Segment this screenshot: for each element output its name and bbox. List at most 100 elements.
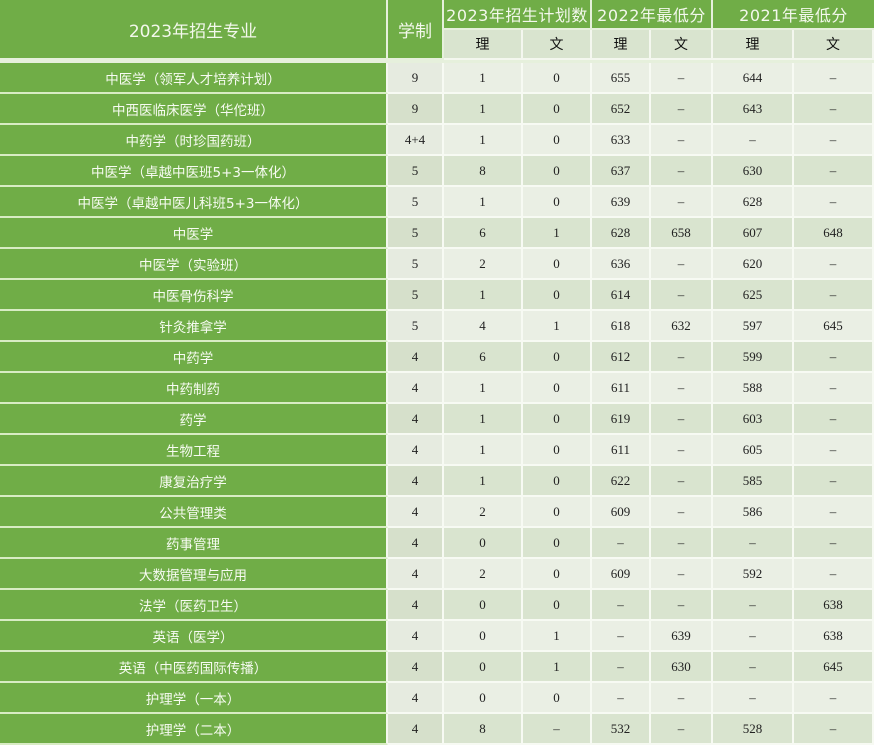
plan-li-value: 0 [444,683,523,714]
score-2021-wen-value: – [794,435,874,466]
plan-li-value: 1 [444,94,523,125]
subheader-plan-li: 理 [444,30,523,60]
major-name: 英语（中医药国际传播） [0,652,388,683]
major-name: 中药制药 [0,373,388,404]
major-name: 中药学 [0,342,388,373]
plan-li-value: 0 [444,621,523,652]
duration-value: 5 [388,311,444,342]
score-2022-li-value: 618 [592,311,652,342]
duration-value: 5 [388,187,444,218]
score-2021-wen-value: – [794,497,874,528]
header-min-2021: 2021年最低分 [713,0,874,30]
subheader-2022-wen: 文 [651,30,714,60]
duration-value: 4 [388,683,444,714]
subheader-2021-wen: 文 [794,30,874,60]
duration-value: 4 [388,435,444,466]
score-2021-li-value: 528 [713,714,795,745]
major-name: 中医学（实验班） [0,249,388,280]
plan-li-value: 6 [444,218,523,249]
score-2021-li-value: – [713,528,795,559]
score-2021-li-value: 620 [713,249,795,280]
major-name: 中西医临床医学（华佗班） [0,94,388,125]
score-2022-li-value: – [592,528,652,559]
major-name: 公共管理类 [0,497,388,528]
plan-wen-value: 1 [523,218,593,249]
score-2022-wen-value: – [651,435,714,466]
plan-li-value: 1 [444,404,523,435]
score-2021-li-value: – [713,590,795,621]
score-2021-wen-value: – [794,714,874,745]
plan-li-value: 0 [444,652,523,683]
plan-wen-value: 0 [523,559,593,590]
score-2022-wen-value: – [651,373,714,404]
plan-li-value: 1 [444,125,523,156]
score-2021-li-value: 625 [713,280,795,311]
score-2021-wen-value: 645 [794,652,874,683]
plan-wen-value: 0 [523,63,593,94]
duration-value: 5 [388,156,444,187]
score-2021-wen-value: – [794,187,874,218]
major-name: 中药学（时珍国药班） [0,125,388,156]
plan-wen-value: 0 [523,125,593,156]
score-2021-wen-value: – [794,559,874,590]
plan-li-value: 1 [444,466,523,497]
score-2021-li-value: 628 [713,187,795,218]
plan-wen-value: 1 [523,311,593,342]
major-name: 中医学（卓越中医班5+3一体化） [0,156,388,187]
plan-li-value: 0 [444,590,523,621]
table-row: 中医骨伤科学 5 1 0 614 – 625 – [0,280,874,311]
score-2022-wen-value: – [651,497,714,528]
major-name: 英语（医学） [0,621,388,652]
score-2022-li-value: – [592,652,652,683]
score-2021-wen-value: – [794,683,874,714]
plan-li-value: 8 [444,156,523,187]
score-2022-wen-value: 630 [651,652,714,683]
plan-li-value: 1 [444,373,523,404]
header-major: 2023年招生专业 [0,0,388,60]
score-2021-li-value: 630 [713,156,795,187]
major-name: 大数据管理与应用 [0,559,388,590]
score-2021-wen-value: 638 [794,621,874,652]
header-divider [0,60,874,63]
score-2021-wen-value: – [794,404,874,435]
plan-wen-value: 0 [523,342,593,373]
plan-wen-value: 0 [523,373,593,404]
table-row: 中西医临床医学（华佗班） 9 1 0 652 – 643 – [0,94,874,125]
score-2021-li-value: – [713,683,795,714]
subheader-plan-wen: 文 [523,30,593,60]
score-2021-li-value: 586 [713,497,795,528]
score-2022-wen-value: – [651,559,714,590]
plan-wen-value: 0 [523,590,593,621]
score-2021-li-value: – [713,621,795,652]
major-name: 中医学（卓越中医儿科班5+3一体化） [0,187,388,218]
score-2022-li-value: 611 [592,373,652,404]
score-2021-li-value: 597 [713,311,795,342]
duration-value: 4 [388,404,444,435]
score-2021-li-value: 588 [713,373,795,404]
header-duration: 学制 [388,0,444,60]
score-2021-wen-value: – [794,125,874,156]
score-2022-wen-value: – [651,466,714,497]
score-2022-li-value: 628 [592,218,652,249]
plan-wen-value: 0 [523,404,593,435]
table-body: 中医学（领军人才培养计划） 9 1 0 655 – 644 – 中西医临床医学（… [0,63,874,745]
plan-wen-value: 0 [523,466,593,497]
duration-value: 4 [388,590,444,621]
duration-value: 4+4 [388,125,444,156]
plan-wen-value: 0 [523,683,593,714]
plan-wen-value: 0 [523,497,593,528]
subheader-2022-li: 理 [592,30,652,60]
plan-wen-value: 1 [523,652,593,683]
table-row: 中医学 5 6 1 628 658 607 648 [0,218,874,249]
score-2021-wen-value: 648 [794,218,874,249]
score-2021-li-value: – [713,652,795,683]
plan-li-value: 1 [444,435,523,466]
plan-wen-value: 0 [523,156,593,187]
score-2022-wen-value: – [651,94,714,125]
score-2022-wen-value: 632 [651,311,714,342]
score-2022-li-value: 612 [592,342,652,373]
score-2021-wen-value: 638 [794,590,874,621]
plan-li-value: 4 [444,311,523,342]
duration-value: 4 [388,528,444,559]
score-2021-li-value: 644 [713,63,795,94]
